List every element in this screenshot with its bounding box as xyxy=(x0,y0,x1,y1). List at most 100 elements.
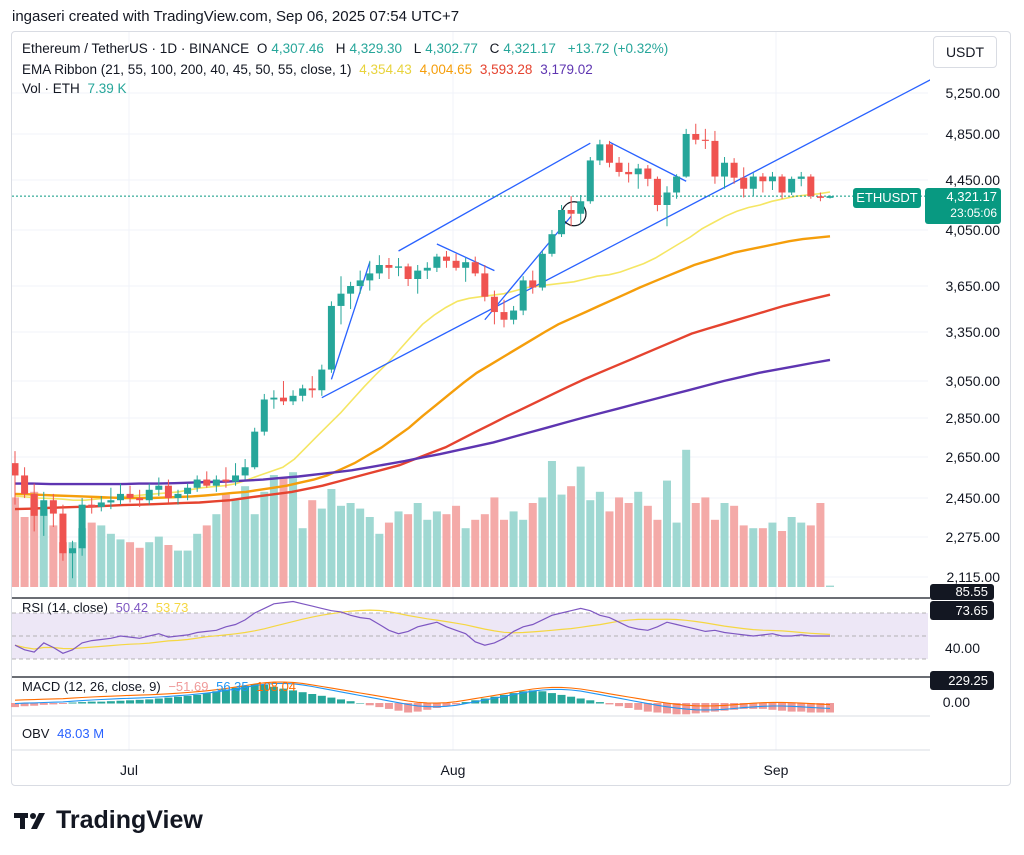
candle-body xyxy=(768,176,776,182)
ema-label[interactable]: EMA Ribbon (21, 55, 100, 200, 40, 45, 50… xyxy=(22,62,352,77)
time-tick-label: Aug xyxy=(441,762,466,778)
volume-bar xyxy=(375,533,384,587)
volume-bar xyxy=(663,480,671,587)
macd-hist-bar xyxy=(653,703,662,713)
rsi-pane xyxy=(12,597,930,660)
rsi-value: 50.42 xyxy=(115,600,149,615)
macd-hist-bar xyxy=(519,691,528,704)
macd-hist-bar xyxy=(289,690,298,704)
volume-bar xyxy=(461,528,470,587)
candle-body xyxy=(644,168,652,179)
volume-bar xyxy=(624,503,633,587)
macd-signal-value: 108.04 xyxy=(256,679,297,694)
candle-body xyxy=(510,310,518,320)
macd-hist-bar xyxy=(356,703,365,704)
legend-obv: OBV 48.03 M xyxy=(22,726,108,741)
rsi-ma-value: 53.73 xyxy=(155,600,189,615)
macd-hist-bar xyxy=(154,698,163,704)
volume-bar xyxy=(212,514,221,587)
volume-bar xyxy=(298,528,307,587)
candle-body xyxy=(788,178,796,193)
open-value: 4,307.46 xyxy=(271,41,324,56)
time-tick-label: Jul xyxy=(120,762,138,778)
trendline xyxy=(609,141,687,182)
macd-hist-bar xyxy=(567,696,576,704)
vol-label[interactable]: Vol · ETH xyxy=(22,81,80,96)
obv-value: 48.03 M xyxy=(57,726,105,741)
macd-hist-bar xyxy=(404,703,413,713)
candle-body xyxy=(500,312,508,320)
macd-hist-bar xyxy=(212,691,221,704)
macd-hist-bar xyxy=(58,703,67,704)
candle-body xyxy=(184,487,192,494)
candle-body xyxy=(749,176,757,189)
macd-hist-bar xyxy=(327,697,336,704)
candle-body xyxy=(826,196,834,198)
price-tick-label: 2,115.00 xyxy=(947,569,1001,585)
volume-bar xyxy=(672,522,681,587)
macd-hist-bar xyxy=(116,700,125,704)
ema-line-ema100 xyxy=(14,293,831,511)
volume-bar xyxy=(337,505,345,587)
macd-hist-bar xyxy=(778,703,787,711)
macd-hist-bar xyxy=(461,702,470,704)
volume-bar xyxy=(528,503,537,587)
candle-body xyxy=(682,134,690,177)
macd-hist-bar xyxy=(452,703,461,705)
candle-body xyxy=(730,162,738,178)
volume-bar xyxy=(519,519,528,587)
candle-body xyxy=(567,210,575,214)
volume-bar xyxy=(145,542,154,587)
macd-hist-bar xyxy=(39,703,48,705)
volume-bar xyxy=(490,497,499,587)
candle-body xyxy=(232,475,240,482)
candle-body xyxy=(49,500,57,514)
candle-body xyxy=(740,177,748,189)
candle-body xyxy=(107,500,115,503)
candle-body xyxy=(673,176,681,193)
candle-body xyxy=(721,162,729,177)
volume-bar xyxy=(653,519,662,587)
ticker-badge: ETHUSDT xyxy=(853,188,921,208)
macd-hist-bar xyxy=(145,699,154,704)
symbol-title[interactable]: Ethereum / TetherUS · 1D · BINANCE xyxy=(22,41,250,56)
macd-hist-bar xyxy=(279,688,288,704)
volume-bar xyxy=(413,503,422,587)
volume-bars xyxy=(12,449,834,587)
macd-hist-bar xyxy=(576,698,585,704)
candle-body xyxy=(711,140,719,177)
volume-bar xyxy=(567,486,576,587)
macd-hist-bar xyxy=(298,692,307,704)
candle-body xyxy=(308,388,316,391)
candle-body xyxy=(529,280,537,288)
price-tick-label: 2,850.00 xyxy=(946,410,1001,426)
rsi-label[interactable]: RSI (14, close) xyxy=(22,600,108,615)
candle-body xyxy=(558,210,566,235)
volume-bar xyxy=(49,525,58,587)
volume-bar xyxy=(730,505,739,587)
candle-body xyxy=(481,273,489,297)
currency-selector[interactable]: USDT xyxy=(933,36,997,68)
macd-hist-bar xyxy=(557,694,566,704)
macd-hist-bar xyxy=(174,696,182,704)
tradingview-logo[interactable]: TradingView xyxy=(14,806,203,835)
macd-hist-bar xyxy=(720,703,729,711)
obv-label[interactable]: OBV xyxy=(22,726,50,741)
candle-body xyxy=(347,286,355,294)
macd-hist-bar xyxy=(432,703,441,708)
macd-hist-bar xyxy=(643,703,652,712)
candle-body xyxy=(625,171,633,175)
trendline xyxy=(398,142,591,252)
macd-pane xyxy=(11,676,930,751)
volume-bar xyxy=(346,503,355,587)
candle-body xyxy=(615,162,623,172)
macd-label[interactable]: MACD (12, 26, close, 9) xyxy=(22,679,161,694)
change-value: +13.72 (+0.32%) xyxy=(567,41,669,56)
volume-bar xyxy=(509,511,518,587)
volume-bar xyxy=(643,505,652,587)
price-tick-label: 2,450.00 xyxy=(946,490,1001,506)
candle-body xyxy=(807,176,815,197)
volume-bar xyxy=(193,533,202,587)
countdown: 23:05:06 xyxy=(950,206,997,220)
